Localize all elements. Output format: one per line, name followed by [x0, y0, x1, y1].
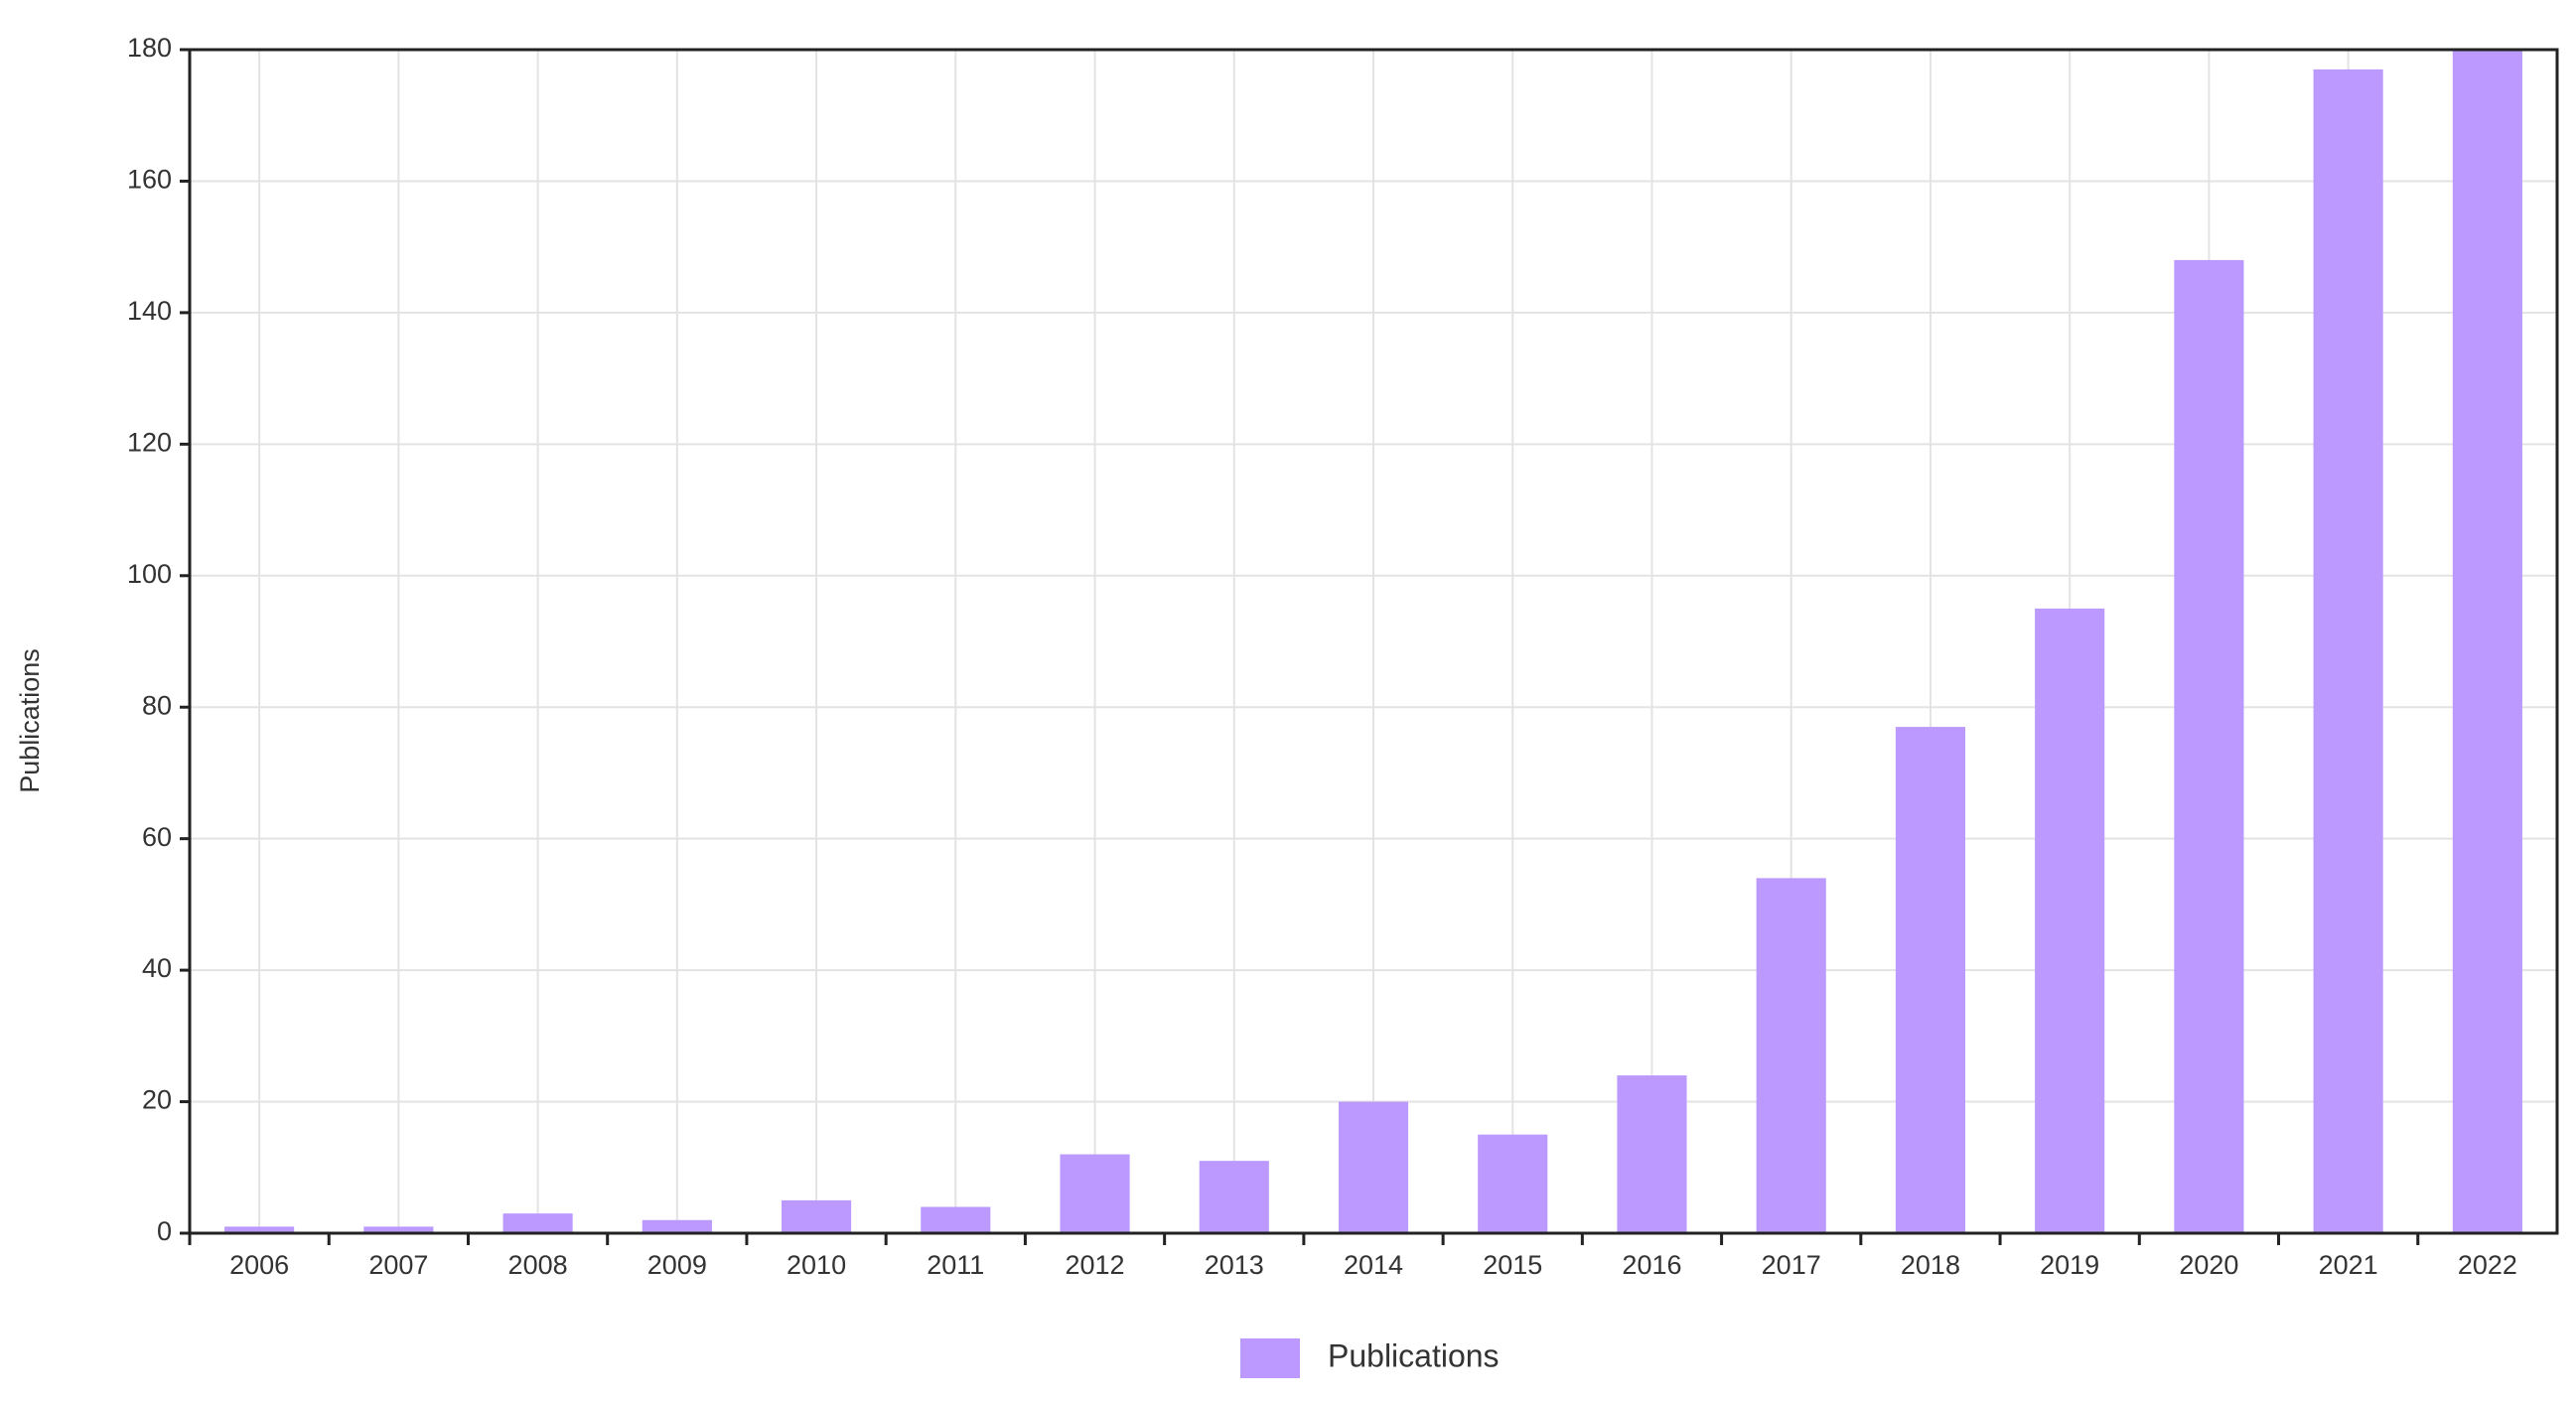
x-tick-label: 2018 — [1901, 1250, 1960, 1280]
x-tick-label: 2006 — [229, 1250, 289, 1280]
y-tick-label: 0 — [157, 1216, 172, 1246]
bar — [1478, 1134, 1548, 1233]
x-tick-label: 2016 — [1622, 1250, 1681, 1280]
bar — [642, 1219, 712, 1233]
bar — [1199, 1161, 1269, 1233]
legend-swatch — [1240, 1338, 1300, 1378]
y-tick-label: 140 — [127, 296, 172, 326]
bar — [782, 1199, 852, 1233]
x-tick-label: 2011 — [927, 1250, 984, 1280]
y-tick-label: 180 — [127, 33, 172, 63]
bar — [2313, 69, 2383, 1233]
x-tick-label: 2017 — [1762, 1250, 1821, 1280]
bar — [2174, 259, 2244, 1233]
x-tick-label: 2022 — [2458, 1250, 2517, 1280]
bar — [2452, 50, 2522, 1233]
y-tick-label: 120 — [127, 427, 172, 457]
x-tick-label: 2012 — [1065, 1250, 1124, 1280]
x-tick-label: 2008 — [508, 1250, 568, 1280]
bar — [1895, 727, 1965, 1233]
x-tick-label: 2014 — [1344, 1250, 1403, 1280]
x-tick-label: 2010 — [787, 1250, 846, 1280]
y-tick-label: 160 — [127, 165, 172, 195]
legend-label: Publications — [1328, 1337, 1500, 1373]
bar — [1617, 1075, 1687, 1233]
x-tick-label: 2015 — [1483, 1250, 1542, 1280]
x-tick-label: 2013 — [1205, 1250, 1264, 1280]
bar — [1060, 1154, 1130, 1233]
bar — [1756, 878, 1826, 1233]
y-axis-label: Publications — [15, 648, 45, 793]
bar — [2035, 608, 2105, 1233]
bar — [1338, 1101, 1409, 1233]
y-tick-label: 100 — [127, 559, 172, 589]
x-tick-label: 2019 — [2040, 1250, 2099, 1280]
bar — [502, 1213, 573, 1233]
bar — [363, 1226, 434, 1233]
plot-frame — [188, 48, 2559, 1235]
bar — [921, 1206, 991, 1233]
y-tick-label: 20 — [142, 1085, 172, 1115]
x-tick-label: 2007 — [368, 1250, 428, 1280]
y-tick-label: 60 — [142, 822, 172, 852]
bar — [224, 1226, 295, 1233]
y-tick-label: 40 — [142, 953, 172, 983]
x-tick-label: 2009 — [647, 1250, 707, 1280]
x-tick-label: 2021 — [2319, 1250, 2378, 1280]
y-tick-label: 80 — [142, 690, 172, 720]
x-tick-label: 2020 — [2179, 1250, 2238, 1280]
